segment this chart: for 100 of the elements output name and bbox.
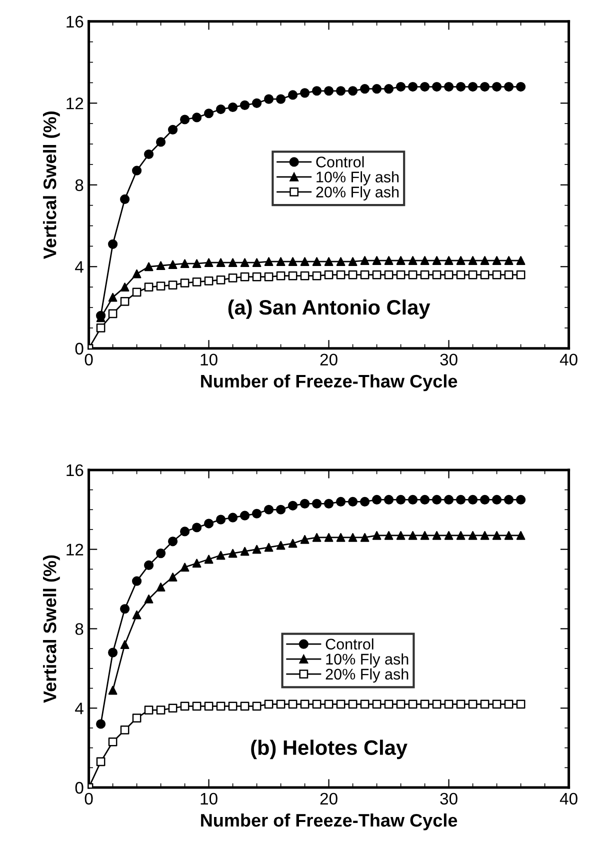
point (516, 494, 526, 505)
point (108, 309, 118, 318)
point (432, 700, 442, 709)
point (132, 714, 142, 722)
point (216, 550, 226, 560)
point (468, 531, 478, 540)
x-tick-label: 40 (560, 792, 578, 805)
point (180, 702, 190, 711)
point (360, 700, 370, 709)
point (264, 542, 274, 552)
point (228, 273, 238, 282)
point (252, 272, 262, 282)
point (288, 700, 298, 709)
point (312, 700, 322, 709)
x-tick-label: 10 (200, 792, 218, 805)
annotation: (b) Helotes Clay (251, 740, 408, 760)
y-tick-label: 0 (75, 782, 84, 794)
point (456, 700, 466, 709)
point (132, 610, 142, 620)
point (108, 648, 118, 658)
x-tick-label: 0 (84, 354, 93, 366)
point (336, 496, 346, 506)
point (144, 262, 154, 272)
x-tick-label: 10 (200, 354, 218, 366)
point (276, 271, 286, 280)
point (420, 494, 430, 505)
point (492, 531, 502, 540)
point (504, 270, 514, 280)
point (480, 494, 490, 505)
point (372, 270, 382, 280)
point (372, 700, 382, 709)
point (324, 700, 334, 709)
point (480, 270, 490, 280)
y-tick-label: 12 (66, 98, 84, 110)
point (120, 604, 130, 614)
point (204, 518, 214, 528)
point (252, 98, 262, 108)
point (288, 271, 298, 280)
point (480, 256, 490, 265)
point (240, 702, 250, 711)
point (516, 270, 526, 280)
point (108, 239, 118, 249)
point (468, 270, 478, 280)
point (348, 270, 358, 280)
point (372, 531, 382, 540)
point (492, 256, 502, 265)
point (456, 494, 466, 505)
x-tick-label: 40 (560, 354, 578, 366)
point (336, 700, 346, 709)
point (276, 94, 286, 104)
y-tick-label: 4 (75, 261, 84, 273)
point (300, 700, 310, 709)
point (336, 270, 346, 280)
point (300, 498, 310, 508)
point (324, 498, 334, 508)
point (204, 702, 214, 711)
point (168, 572, 178, 582)
y-axis-title: Vertical Swell (%) (43, 112, 60, 260)
point (264, 504, 274, 514)
point (216, 276, 226, 284)
point (216, 702, 226, 711)
point (408, 82, 418, 92)
point (408, 270, 418, 280)
point (240, 100, 250, 110)
point (144, 560, 154, 570)
point (144, 706, 154, 715)
y-tick-label: 8 (75, 179, 84, 192)
point (204, 276, 214, 286)
point (360, 496, 370, 506)
point (144, 594, 154, 604)
point (432, 256, 442, 265)
point (288, 538, 298, 548)
point (288, 90, 298, 100)
point (360, 533, 370, 542)
point (120, 296, 130, 306)
point (180, 259, 190, 268)
x-tick-label: 30 (440, 792, 458, 805)
point (264, 272, 274, 282)
point (156, 582, 166, 592)
point (396, 82, 406, 92)
point (372, 494, 382, 505)
point (408, 494, 418, 505)
point (444, 82, 454, 92)
point (252, 702, 262, 711)
point (420, 256, 430, 265)
y-tick-label: 0 (75, 342, 84, 355)
point (120, 640, 130, 650)
point (504, 494, 514, 505)
point (228, 258, 238, 267)
point (348, 700, 358, 709)
annotation: (a) San Antonio Clay (228, 299, 430, 319)
point (120, 282, 130, 292)
point (384, 531, 394, 540)
point (252, 508, 262, 518)
point (396, 700, 406, 709)
point (372, 84, 382, 94)
point (228, 548, 238, 558)
y-tick-label: 16 (66, 16, 84, 28)
point (228, 512, 238, 522)
point (444, 700, 454, 709)
